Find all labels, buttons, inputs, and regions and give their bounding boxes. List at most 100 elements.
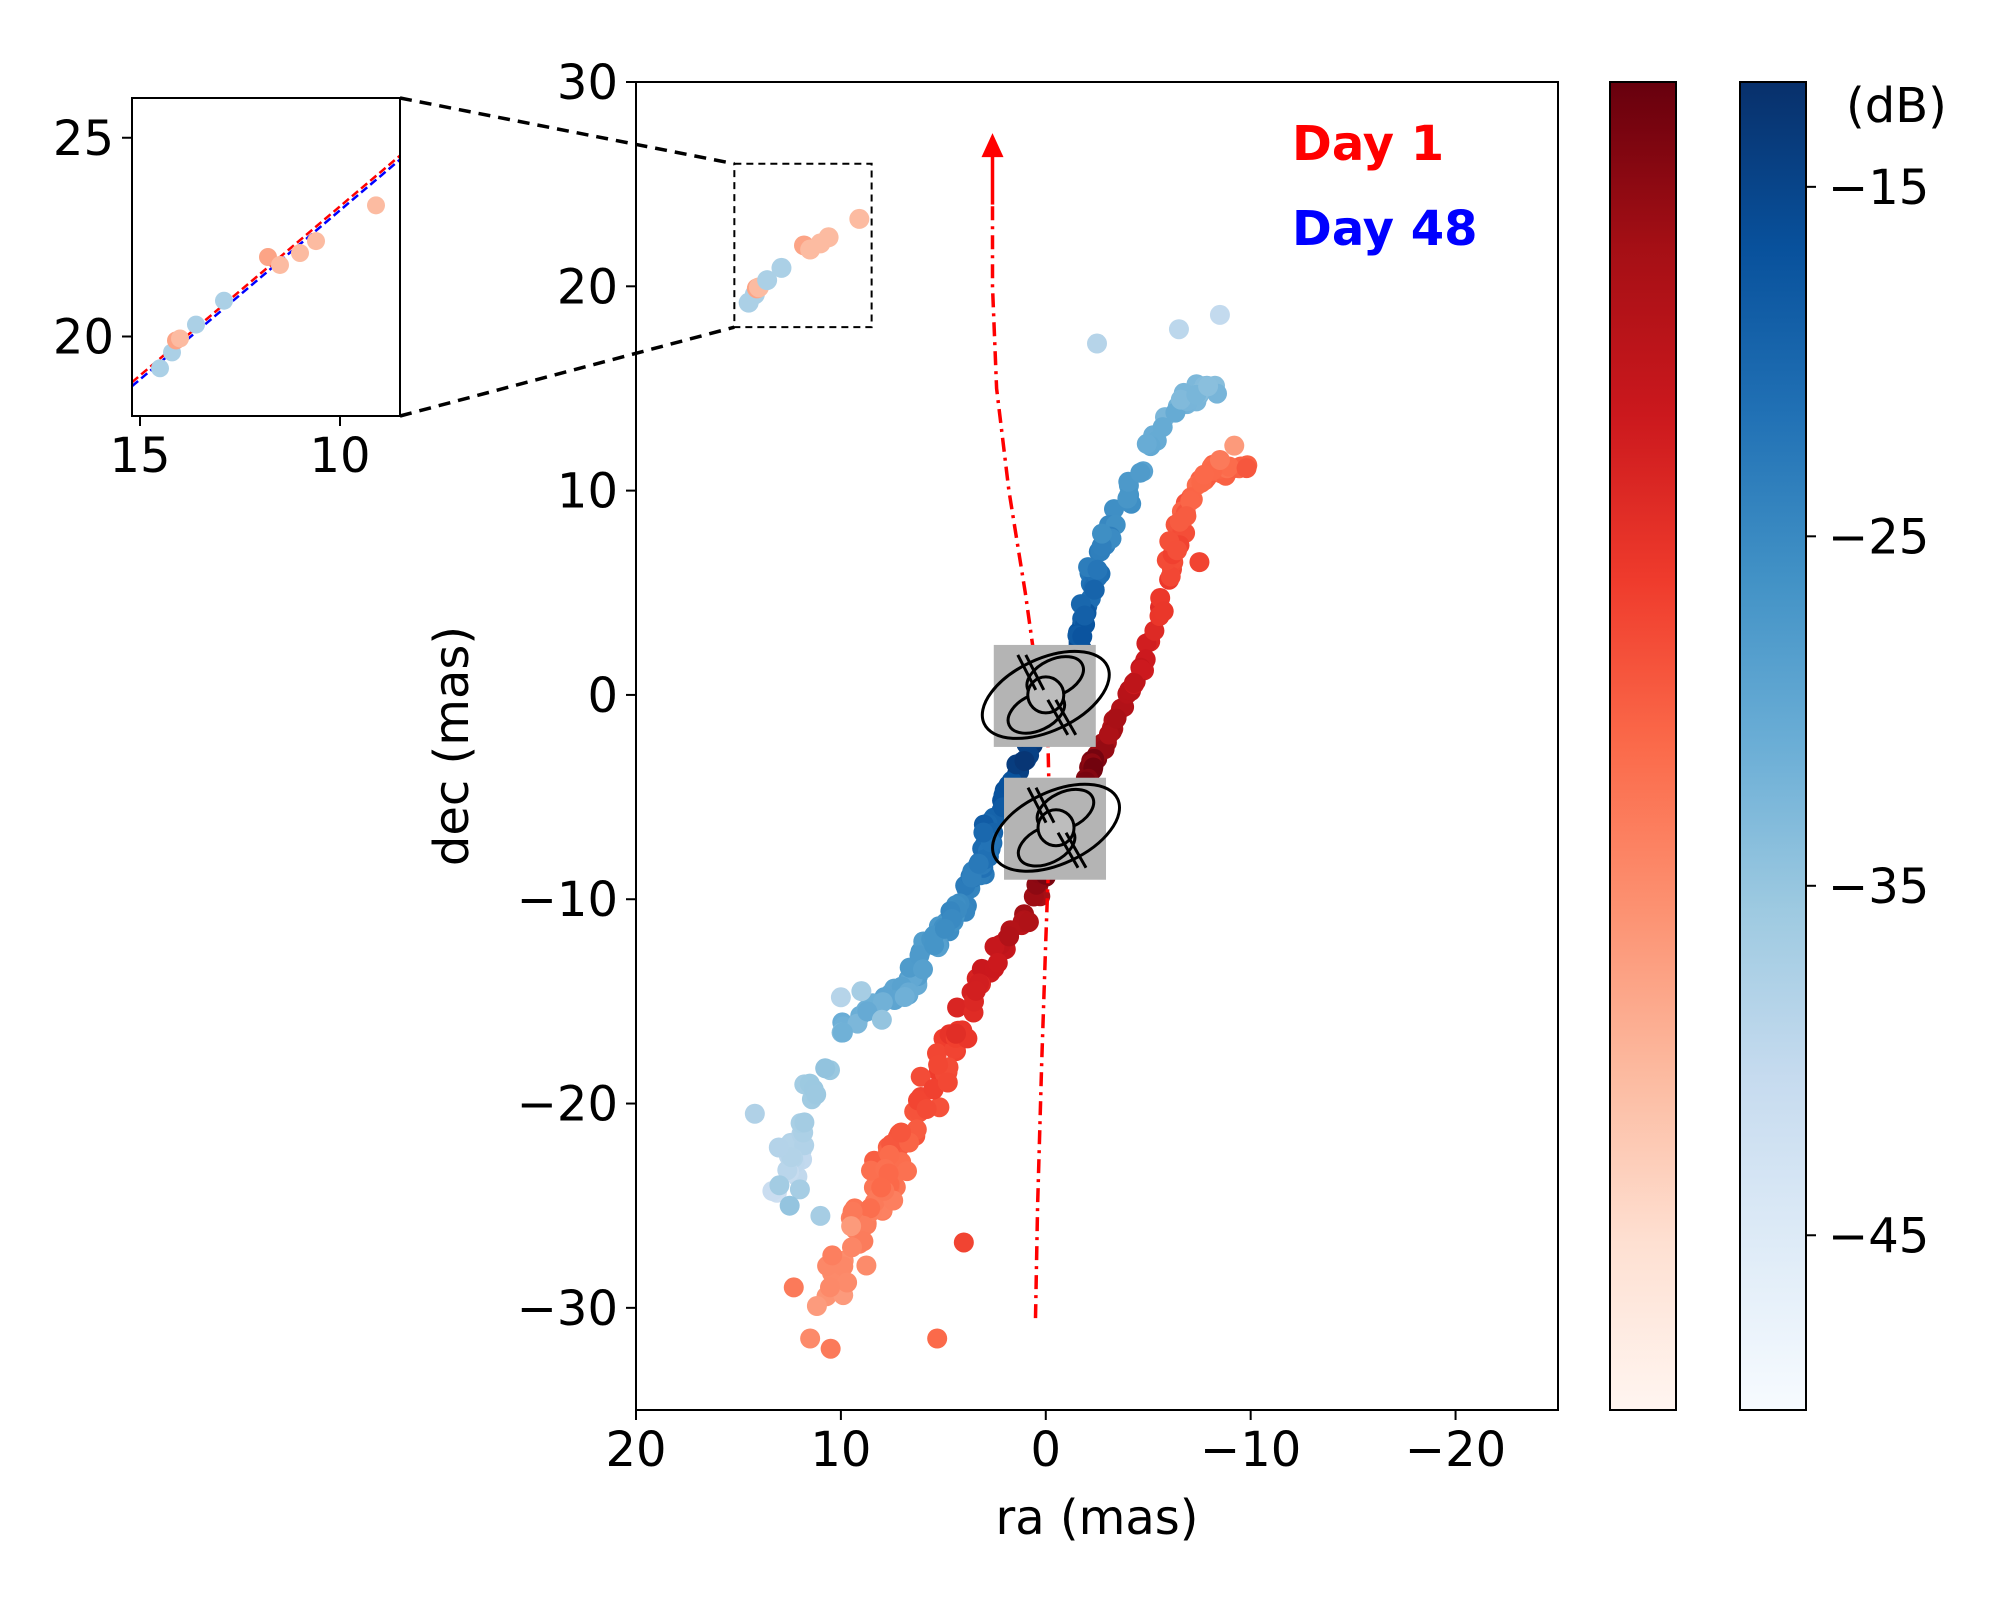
inset-data-point	[171, 329, 189, 348]
data-point	[953, 1232, 974, 1253]
inset-axes-frame	[131, 97, 401, 417]
data-point	[987, 952, 1008, 973]
data-point	[832, 1022, 853, 1043]
inset-data-point	[187, 315, 205, 334]
data-point	[1153, 601, 1174, 622]
data-point	[779, 1195, 800, 1216]
dipole-spike	[1064, 831, 1088, 869]
main-scatter-plot: 20 10 0 −10 −20 30 20 10 0 −10 −20 −30 ra (mas) de…	[424, 55, 1559, 1546]
source-markers	[980, 644, 1122, 880]
data-point	[820, 1277, 840, 1298]
inset-x-ticks: 15 10	[109, 416, 371, 484]
inset-y-ticks: 25 20	[53, 111, 132, 366]
trajectory-arrowhead	[981, 133, 1004, 158]
data-point	[806, 1084, 827, 1105]
data-point	[771, 257, 792, 278]
data-point	[927, 1328, 948, 1349]
data-point	[783, 1277, 804, 1298]
dipole-spike	[1016, 654, 1038, 691]
data-point	[837, 1272, 858, 1293]
connector-top	[399, 96, 735, 166]
colorbar-reds	[1609, 81, 1677, 1411]
data-point	[789, 1179, 810, 1200]
data-point	[937, 1072, 958, 1093]
data-point	[768, 1137, 789, 1158]
data-point	[806, 1296, 827, 1316]
data-point	[769, 1175, 790, 1196]
colorbar-tick-label: −45	[1828, 1208, 1929, 1264]
data-point	[815, 1058, 836, 1079]
inset-y-tick-label: 25	[53, 111, 114, 167]
dipole-spike	[1054, 699, 1078, 736]
data-point	[968, 853, 989, 874]
inset-data-point	[271, 255, 289, 274]
data-point	[757, 270, 778, 291]
inset-fit-lines	[132, 154, 400, 388]
fit-line	[132, 158, 400, 388]
data-point	[1074, 605, 1095, 626]
data-point	[924, 935, 945, 956]
dipole-spike	[1046, 699, 1070, 736]
y-tick-label: 0	[587, 668, 618, 724]
source-marker	[980, 644, 1111, 747]
main-x-ticks: 20 10 0 −10 −20	[605, 1410, 1506, 1478]
x-tick-label: 10	[810, 1422, 871, 1478]
data-point	[849, 208, 870, 229]
data-point	[1123, 673, 1144, 693]
zoom-box	[733, 162, 873, 329]
data-point	[851, 981, 872, 1002]
data-point	[965, 980, 986, 1001]
data-point	[860, 1198, 881, 1219]
data-point	[1152, 417, 1173, 438]
x-tick-label: 0	[1031, 1422, 1062, 1478]
dipole-spike	[1026, 787, 1048, 824]
trajectory-line	[981, 133, 1052, 1319]
data-point	[1224, 435, 1245, 456]
data-point	[871, 1177, 892, 1198]
source-marker	[991, 777, 1122, 880]
data-point	[891, 1122, 912, 1143]
x-tick-label: −10	[1200, 1422, 1301, 1478]
data-point	[1084, 579, 1105, 600]
data-point	[1236, 458, 1257, 479]
y-tick-label: −20	[517, 1077, 618, 1133]
data-point	[1194, 464, 1215, 485]
data-point	[800, 1328, 821, 1349]
data-point	[1117, 488, 1138, 509]
dipole-spike	[1034, 787, 1056, 824]
y-tick-label: 30	[557, 55, 618, 111]
data-point	[872, 992, 893, 1013]
data-point	[946, 1023, 966, 1044]
dipole-spike	[1056, 831, 1080, 869]
data-point	[794, 1112, 815, 1133]
colorbar-tick-label: −35	[1828, 859, 1929, 915]
trajectory-path	[990, 204, 1052, 1319]
connector-bottom	[399, 325, 735, 418]
data-point	[973, 822, 994, 843]
x-tick-label: 20	[605, 1422, 666, 1478]
data-point	[947, 997, 968, 1018]
data-point	[822, 1245, 843, 1266]
colorbar-tick-label: −15	[1828, 160, 1929, 216]
data-point	[842, 1201, 863, 1222]
data-point	[1168, 319, 1189, 340]
data-point	[894, 987, 915, 1007]
data-point	[1072, 626, 1093, 647]
colorbar-blues: −15 −25 −35 −45 (dB)	[1739, 78, 1947, 1411]
data-point	[1189, 552, 1210, 573]
data-point	[897, 1161, 917, 1182]
data-point	[1106, 708, 1127, 729]
data-point	[928, 1054, 949, 1075]
legend-day1: Day 1	[1292, 116, 1444, 172]
y-tick-label: −30	[517, 1281, 618, 1337]
y-axis-label: dec (mas)	[424, 626, 480, 866]
data-point	[1160, 566, 1181, 587]
dipole-spike	[1024, 654, 1046, 691]
data-point	[1170, 389, 1191, 410]
x-axis-label: ra (mas)	[995, 1490, 1198, 1546]
data-point	[1136, 433, 1157, 454]
fit-line	[132, 154, 400, 384]
inset-data-point	[291, 244, 309, 263]
colorbar-tick-label: −25	[1828, 509, 1929, 565]
